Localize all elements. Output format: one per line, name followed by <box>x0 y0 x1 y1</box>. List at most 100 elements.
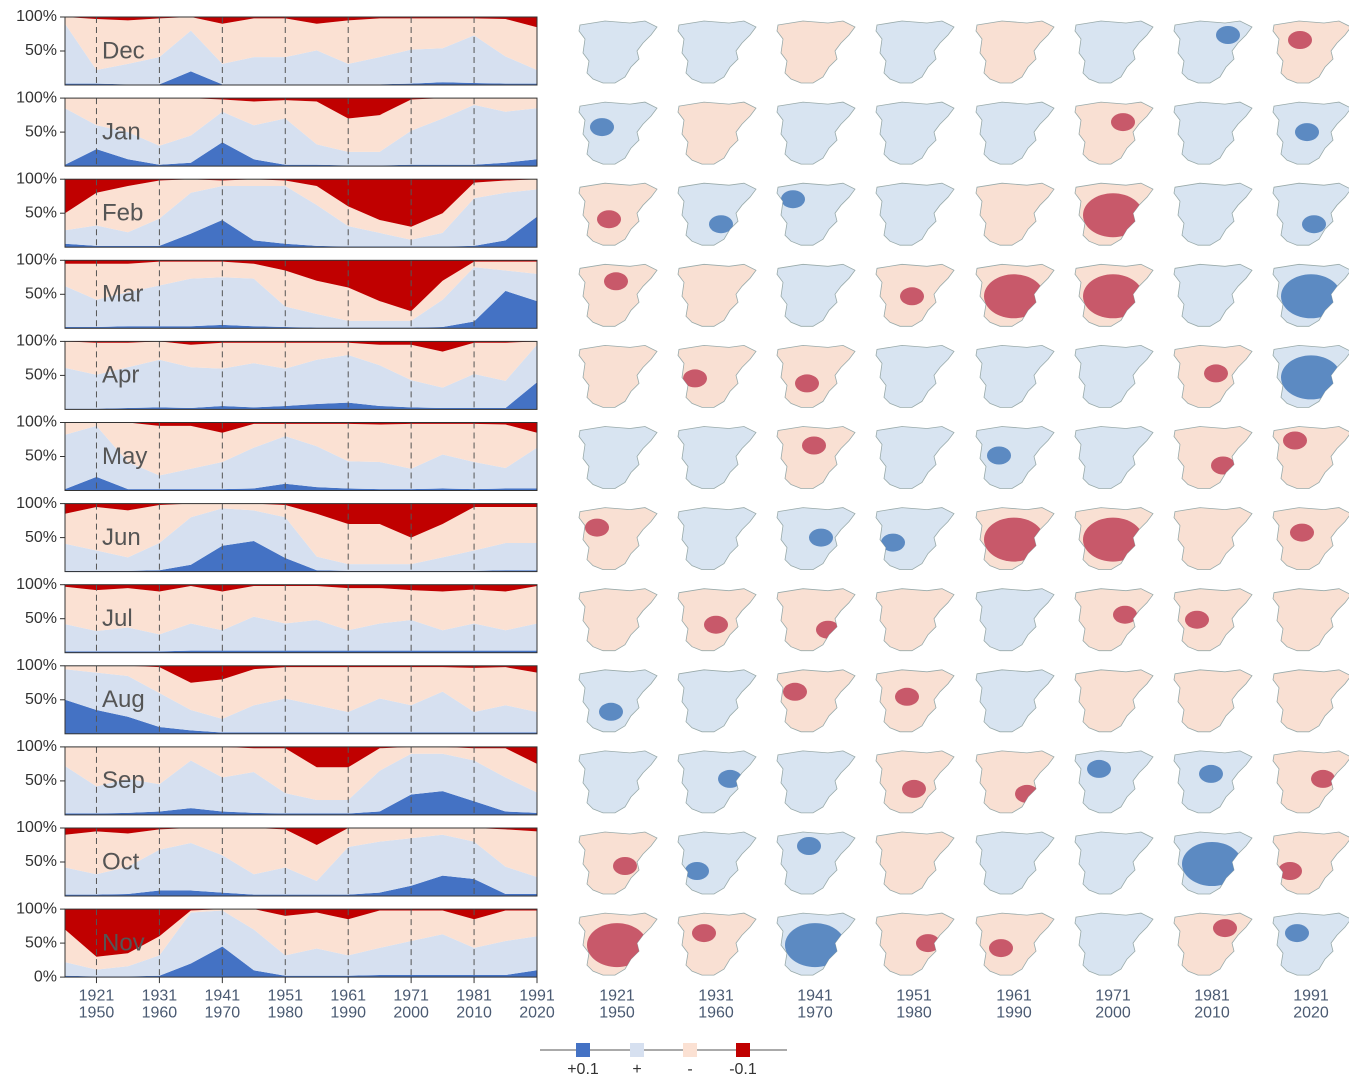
map-patch <box>987 446 1011 465</box>
map-column-label: 1960 <box>698 1004 734 1021</box>
map-land <box>776 263 856 327</box>
map-land <box>975 750 1055 814</box>
map-land <box>776 20 856 84</box>
area <box>65 834 537 895</box>
map-land <box>578 426 658 489</box>
x-tick-label: 1931 <box>142 987 178 1004</box>
map-land <box>875 831 955 895</box>
area <box>65 699 537 734</box>
map-patch <box>718 769 742 788</box>
y-tick-label: 100% <box>16 89 57 106</box>
x-tick-label: 1961 <box>330 987 366 1004</box>
y-tick-label: 50% <box>25 691 57 708</box>
x-tick-label: 1980 <box>267 1004 303 1021</box>
map <box>776 588 856 652</box>
map-land <box>1173 20 1253 84</box>
map-patch <box>1302 215 1326 234</box>
map-patch <box>809 528 833 547</box>
map-land <box>677 507 757 571</box>
x-tick-label: 1971 <box>393 987 429 1004</box>
map <box>578 101 658 165</box>
map-patch <box>1083 193 1143 238</box>
area <box>65 261 537 321</box>
map-column-label: 1950 <box>599 1004 635 1021</box>
map-land <box>975 344 1055 408</box>
legend-swatch <box>630 1043 644 1057</box>
map-land <box>1074 669 1154 733</box>
map-patch <box>802 436 826 455</box>
area <box>65 422 537 433</box>
y-tick-label: 50% <box>25 934 57 951</box>
map-land <box>578 669 658 733</box>
map-land <box>578 20 658 84</box>
map-patch <box>1087 759 1111 778</box>
map <box>1173 426 1253 489</box>
map <box>578 344 658 408</box>
map <box>875 20 955 84</box>
x-tick-label: 1990 <box>330 1004 366 1021</box>
map-land <box>578 263 658 327</box>
map <box>677 750 757 814</box>
map <box>1074 101 1154 165</box>
area <box>65 650 537 653</box>
map <box>875 588 955 652</box>
panel-title: Aug <box>102 686 145 713</box>
map-patch <box>1113 605 1137 624</box>
x-tick-label: 1921 <box>79 987 115 1004</box>
map <box>1272 507 1349 571</box>
map <box>875 263 955 327</box>
map-column-label: 1941 <box>797 987 833 1004</box>
area <box>65 910 537 977</box>
map <box>975 426 1055 489</box>
area <box>65 753 537 814</box>
y-tick-label: 100% <box>16 414 57 431</box>
map <box>1074 507 1154 571</box>
map <box>578 669 658 733</box>
y-tick-label: 0% <box>34 968 57 985</box>
map-land <box>1074 912 1154 976</box>
map-patch <box>1213 919 1237 938</box>
area <box>65 946 537 978</box>
map-land <box>578 344 658 408</box>
map <box>677 263 757 327</box>
y-tick-label: 100% <box>16 8 57 25</box>
map-patch <box>797 837 821 855</box>
map <box>1272 101 1349 165</box>
map-land <box>1272 182 1349 246</box>
map-land <box>1074 750 1154 814</box>
map <box>1173 101 1253 165</box>
area <box>65 17 537 28</box>
map <box>1272 588 1349 652</box>
map-patch <box>590 118 614 137</box>
map <box>1173 831 1253 895</box>
map <box>1272 750 1349 814</box>
x-tick-label: 1970 <box>205 1004 241 1021</box>
map-patch <box>902 779 926 798</box>
map <box>578 182 658 246</box>
map-land <box>975 588 1055 652</box>
map-land <box>578 507 658 571</box>
map-land <box>1272 588 1349 652</box>
map-land <box>1074 831 1154 895</box>
x-tick-label: 2010 <box>456 1004 492 1021</box>
area <box>65 669 537 733</box>
map-patch <box>1083 517 1143 562</box>
map-patch <box>1311 769 1335 788</box>
map-column-label: 1961 <box>996 987 1032 1004</box>
map <box>1173 588 1253 652</box>
map <box>1074 263 1154 327</box>
map-land <box>1173 426 1253 489</box>
map <box>875 344 955 408</box>
y-tick-label: 50% <box>25 448 57 465</box>
area <box>65 344 537 409</box>
map <box>1272 426 1349 489</box>
legend-label: - <box>687 1061 692 1078</box>
x-tick-label: 1960 <box>142 1004 178 1021</box>
map-column-label: 2000 <box>1095 1004 1131 1021</box>
map <box>1074 750 1154 814</box>
panel-title: Jun <box>102 524 141 551</box>
y-tick-label: 50% <box>25 610 57 627</box>
legend-label: +0.1 <box>567 1061 599 1078</box>
map-land <box>1074 344 1154 408</box>
